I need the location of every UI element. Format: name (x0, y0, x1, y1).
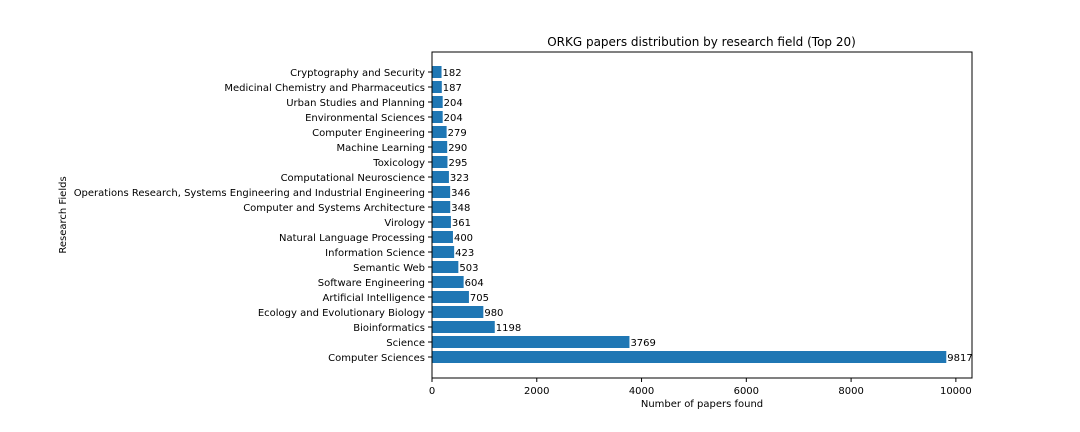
y-tick-label: Artificial Intelligence (323, 293, 426, 304)
bar (432, 261, 459, 273)
y-tick-label: Natural Language Processing (279, 233, 425, 244)
bar (432, 66, 442, 78)
bar (432, 276, 464, 288)
y-tick-label: Urban Studies and Planning (286, 98, 425, 109)
bar (432, 216, 451, 228)
bar (432, 156, 448, 168)
data-label: 346 (451, 188, 470, 199)
bar (432, 231, 453, 243)
x-tick-label: 4000 (629, 386, 654, 397)
bar (432, 96, 443, 108)
data-label: 705 (470, 293, 489, 304)
y-tick-label: Machine Learning (337, 143, 425, 154)
y-tick-label: Bioinformatics (353, 323, 425, 334)
data-label: 361 (452, 218, 471, 229)
bar (432, 201, 451, 213)
y-tick-label: Computer Engineering (312, 128, 425, 139)
y-tick-label: Medicinal Chemistry and Pharmaceutics (224, 83, 425, 94)
bar (432, 351, 947, 363)
data-label: 604 (465, 278, 484, 289)
y-tick-label: Computational Neuroscience (281, 173, 425, 184)
bar (432, 141, 448, 153)
data-label: 204 (444, 98, 463, 109)
data-label: 182 (443, 68, 462, 79)
bar (432, 306, 484, 318)
bar (432, 81, 442, 93)
y-tick-label: Information Science (325, 248, 425, 259)
x-tick-label: 10000 (940, 386, 972, 397)
x-axis: 0 2000 4000 6000 8000 10000 (429, 378, 972, 397)
data-label: 323 (450, 173, 469, 184)
chart-title: ORKG papers distribution by research fie… (547, 35, 856, 49)
y-tick-label: Toxicology (372, 158, 425, 169)
y-tick-label: Operations Research, Systems Engineering… (74, 188, 425, 199)
data-label: 423 (455, 248, 474, 259)
y-tick-label: Computer Sciences (328, 353, 425, 364)
bars-group (432, 66, 947, 363)
y-tick-label: Ecology and Evolutionary Biology (258, 308, 425, 319)
bar (432, 171, 449, 183)
x-tick-label: 8000 (838, 386, 863, 397)
data-label: 204 (444, 113, 463, 124)
x-tick-label: 2000 (524, 386, 549, 397)
y-tick-label: Cryptography and Security (290, 68, 425, 79)
data-label: 187 (443, 83, 462, 94)
y-tick-label: Virology (384, 218, 425, 229)
data-label: 503 (459, 263, 478, 274)
x-axis-label: Number of papers found (641, 399, 763, 410)
data-label: 279 (448, 128, 467, 139)
y-axis: Computer Sciences Science Bioinformatics Ec… (74, 68, 432, 364)
y-axis-label: Research Fields (58, 176, 69, 253)
y-tick-label: Software Engineering (318, 278, 425, 289)
y-tick-label: Computer and Systems Architecture (243, 203, 425, 214)
data-label: 9817 (947, 353, 972, 364)
bar (432, 336, 630, 348)
bar (432, 291, 469, 303)
y-tick-label: Science (386, 338, 425, 349)
x-tick-label: 0 (429, 386, 435, 397)
data-labels-group: 9817 3769 1198 980 705 604 503 423 400 361 348 346 3… (443, 68, 973, 364)
bar (432, 111, 443, 123)
x-tick-label: 6000 (734, 386, 759, 397)
data-label: 980 (484, 308, 503, 319)
data-label: 348 (451, 203, 470, 214)
bar (432, 246, 455, 258)
data-label: 295 (448, 158, 467, 169)
data-label: 1198 (496, 323, 521, 334)
plot-frame (431, 51, 973, 379)
bar (432, 186, 451, 198)
y-tick-label: Environmental Sciences (305, 113, 425, 124)
data-label: 290 (448, 143, 467, 154)
bar (432, 126, 447, 138)
y-tick-label: Semantic Web (353, 263, 425, 274)
data-label: 400 (454, 233, 473, 244)
data-label: 3769 (630, 338, 655, 349)
bar (432, 321, 495, 333)
